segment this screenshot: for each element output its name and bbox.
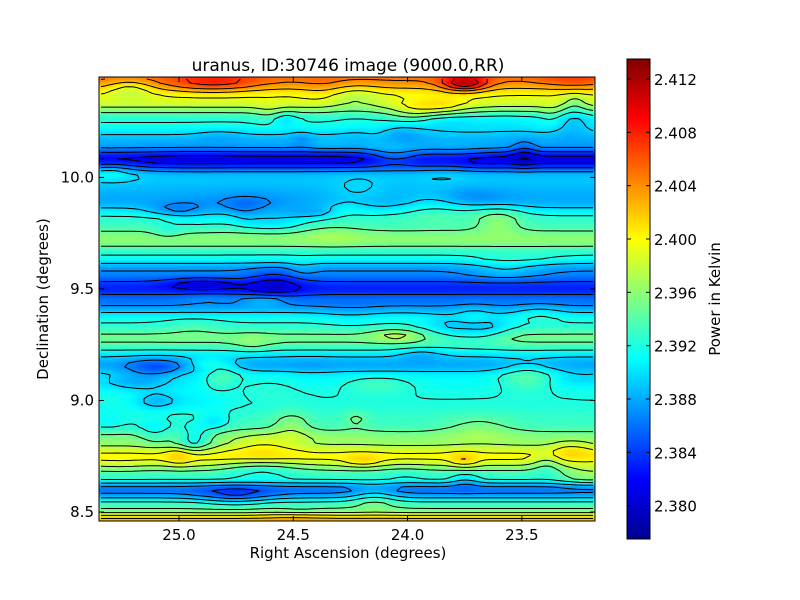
x-axis: 25.0 24.5 24.0 23.5 bbox=[162, 77, 539, 544]
colorbar-tick-label: 2.388 bbox=[654, 391, 697, 409]
contour-level bbox=[100, 78, 594, 92]
colorbar-gradient bbox=[626, 58, 651, 540]
contour-level bbox=[100, 111, 594, 506]
x-tick-label: 24.0 bbox=[391, 526, 424, 544]
colorbar-ticks: 2.380 2.384 2.388 2.392 2.396 2.400 2.404 2.408… bbox=[627, 71, 697, 516]
colorbar: 2.380 2.384 2.388 2.392 2.396 2.400 2.404 2.408… bbox=[626, 58, 724, 540]
contour-level bbox=[100, 151, 593, 293]
contour-level bbox=[450, 78, 479, 88]
contour-level bbox=[100, 81, 594, 519]
colorbar-tick-label: 2.404 bbox=[654, 178, 697, 196]
colorbar-tick-label: 2.392 bbox=[654, 338, 697, 356]
y-tick-label: 9.5 bbox=[70, 280, 94, 298]
heatmap-plot bbox=[98, 76, 596, 522]
contour-level bbox=[185, 78, 488, 90]
contour-level bbox=[100, 141, 594, 500]
contour-level bbox=[100, 147, 593, 496]
plot-frame bbox=[98, 76, 596, 522]
y-tick-label: 10.0 bbox=[61, 168, 94, 186]
y-tick-label: 9.0 bbox=[70, 392, 94, 410]
contour-level bbox=[519, 157, 529, 161]
y-axis-label: Declination (degrees) bbox=[34, 218, 52, 380]
colorbar-label: Power in Kelvin bbox=[706, 242, 724, 356]
colorbar-tick-label: 2.400 bbox=[654, 231, 697, 249]
x-tick-label: 25.0 bbox=[162, 526, 195, 544]
y-axis: 8.5 9.0 9.5 10.0 bbox=[61, 168, 595, 521]
contour-level bbox=[100, 98, 594, 514]
heatmap-image bbox=[99, 77, 595, 521]
x-tick-label: 24.5 bbox=[277, 526, 310, 544]
colorbar-tick-label: 2.396 bbox=[654, 284, 697, 302]
contour-lines bbox=[100, 78, 594, 519]
chart-title: uranus, ID:30746 image (9000.0,RR) bbox=[192, 56, 505, 76]
colorbar-tick-label: 2.384 bbox=[654, 444, 697, 462]
y-tick-label: 8.5 bbox=[70, 503, 94, 521]
contour-level bbox=[100, 105, 594, 511]
contour-level bbox=[100, 118, 594, 502]
x-axis-label: Right Ascension (degrees) bbox=[250, 544, 447, 562]
colorbar-tick-label: 2.412 bbox=[654, 71, 697, 89]
x-tick-label: 23.5 bbox=[505, 526, 538, 544]
contour-level bbox=[100, 86, 594, 516]
colorbar-tick-label: 2.408 bbox=[654, 124, 697, 142]
colorbar-tick-label: 2.380 bbox=[654, 498, 697, 516]
